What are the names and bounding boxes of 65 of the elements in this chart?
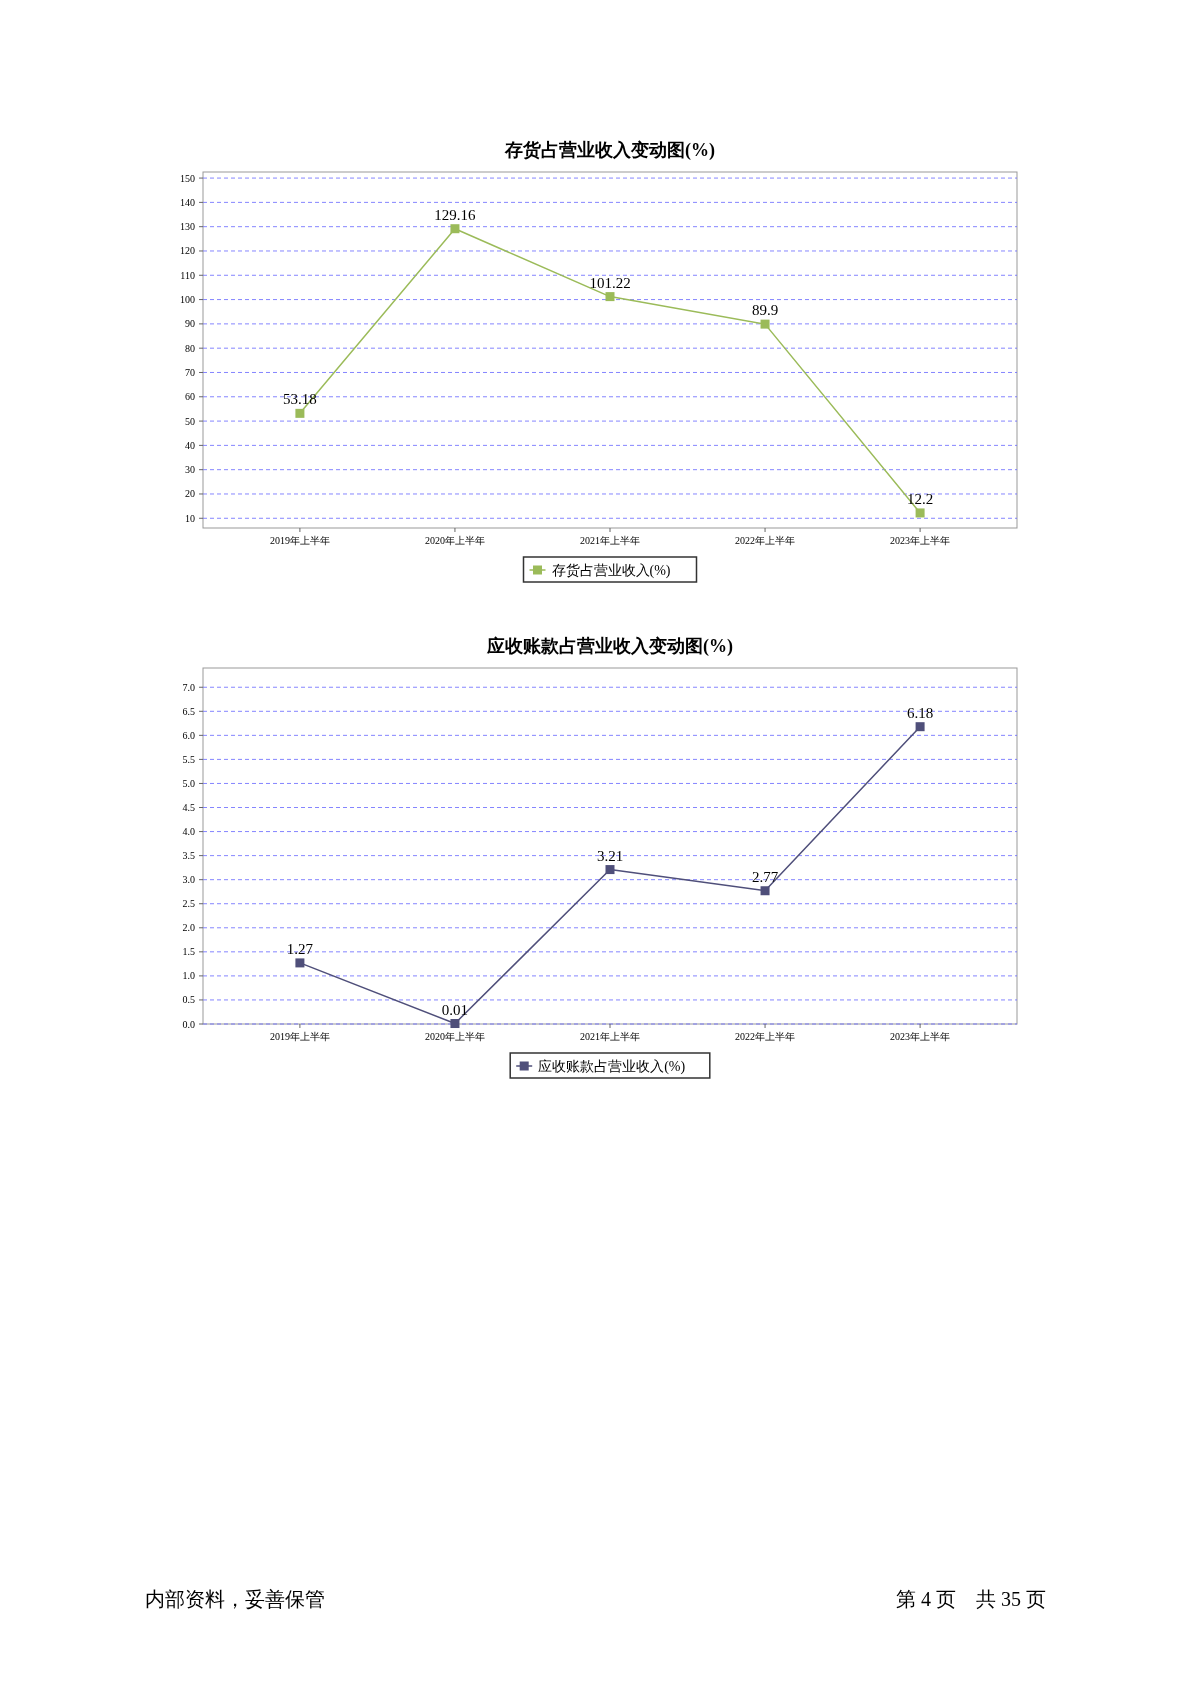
point	[295, 958, 305, 968]
legend-label: 应收账款占营业收入(%)	[538, 1059, 686, 1075]
y-tick-label: 5.5	[182, 753, 195, 765]
y-tick-label: 140	[180, 196, 195, 208]
data-label: 6.18	[906, 704, 934, 721]
legend-label: 存货占营业收入(%)	[551, 563, 671, 579]
y-tick-label: 80	[185, 342, 195, 354]
y-tick-label: 90	[185, 318, 195, 330]
point	[450, 1019, 460, 1029]
y-tick-label: 1.0	[182, 970, 195, 982]
y-tick-label: 7.0	[182, 681, 195, 693]
y-tick-label: 0.5	[182, 994, 195, 1006]
y-tick-label: 40	[185, 439, 195, 451]
x-tick-label: 2022年上半年	[735, 535, 796, 546]
y-tick-label: 2.5	[182, 898, 195, 910]
point	[605, 292, 615, 302]
data-label: 129.16	[434, 206, 477, 223]
y-tick-label: 2.0	[182, 922, 195, 934]
y-tick-label: 20	[185, 488, 195, 500]
x-tick-label: 2020年上半年	[424, 1031, 485, 1042]
x-tick-label: 2021年上半年	[580, 1031, 640, 1042]
data-label: 12.2	[906, 490, 934, 507]
y-tick-label: 70	[185, 366, 195, 378]
point	[915, 508, 925, 518]
text: 内部资料，妥善保管	[145, 1588, 325, 1610]
y-tick-label: 4.0	[182, 826, 195, 838]
y-tick-label: 110	[180, 269, 195, 281]
y-tick-label: 3.5	[182, 850, 195, 862]
data-label: 0.01	[441, 1001, 469, 1018]
point	[915, 722, 925, 732]
text: 第 4 页 共 35 页	[896, 1588, 1046, 1610]
y-tick-label: 6.0	[182, 729, 195, 741]
y-tick-label: 6.5	[182, 705, 195, 717]
y-tick-label: 60	[185, 391, 195, 403]
y-tick-label: 120	[180, 245, 195, 257]
x-tick-label: 2019年上半年	[269, 1031, 330, 1042]
x-tick-label: 2020年上半年	[424, 535, 485, 546]
x-tick-label: 2023年上半年	[890, 1031, 951, 1042]
y-tick-label: 1.5	[182, 946, 195, 958]
y-tick-label: 100	[180, 294, 195, 306]
y-tick-label: 5.0	[182, 777, 195, 789]
y-tick-label: 50	[185, 415, 195, 427]
data-label: 101.22	[589, 274, 631, 291]
data-label: 2.77	[751, 868, 779, 885]
y-tick-label: 150	[180, 172, 195, 184]
x-tick-label: 2022年上半年	[735, 1031, 796, 1042]
chart-title: 应收账款占营业收入变动图(%)	[486, 636, 733, 657]
y-tick-label: 10	[185, 512, 195, 524]
data-label: 3.21	[596, 847, 624, 864]
x-tick-label: 2021年上半年	[580, 535, 640, 546]
point	[760, 319, 770, 329]
y-tick-label: 130	[180, 221, 195, 233]
x-tick-label: 2019年上半年	[269, 535, 330, 546]
y-tick-label: 4.5	[182, 802, 195, 814]
point	[760, 886, 770, 896]
y-tick-label: 30	[185, 464, 195, 476]
y-tick-label: 0.0	[182, 1018, 195, 1030]
point	[295, 408, 305, 418]
data-label: 89.9	[751, 302, 779, 319]
chart-title: 存货占营业收入变动图(%)	[504, 140, 715, 161]
x-tick-label: 2023年上半年	[890, 535, 951, 546]
point	[450, 224, 460, 234]
data-label: 1.27	[286, 940, 314, 957]
point	[605, 865, 615, 875]
y-tick-label: 3.0	[182, 874, 195, 886]
